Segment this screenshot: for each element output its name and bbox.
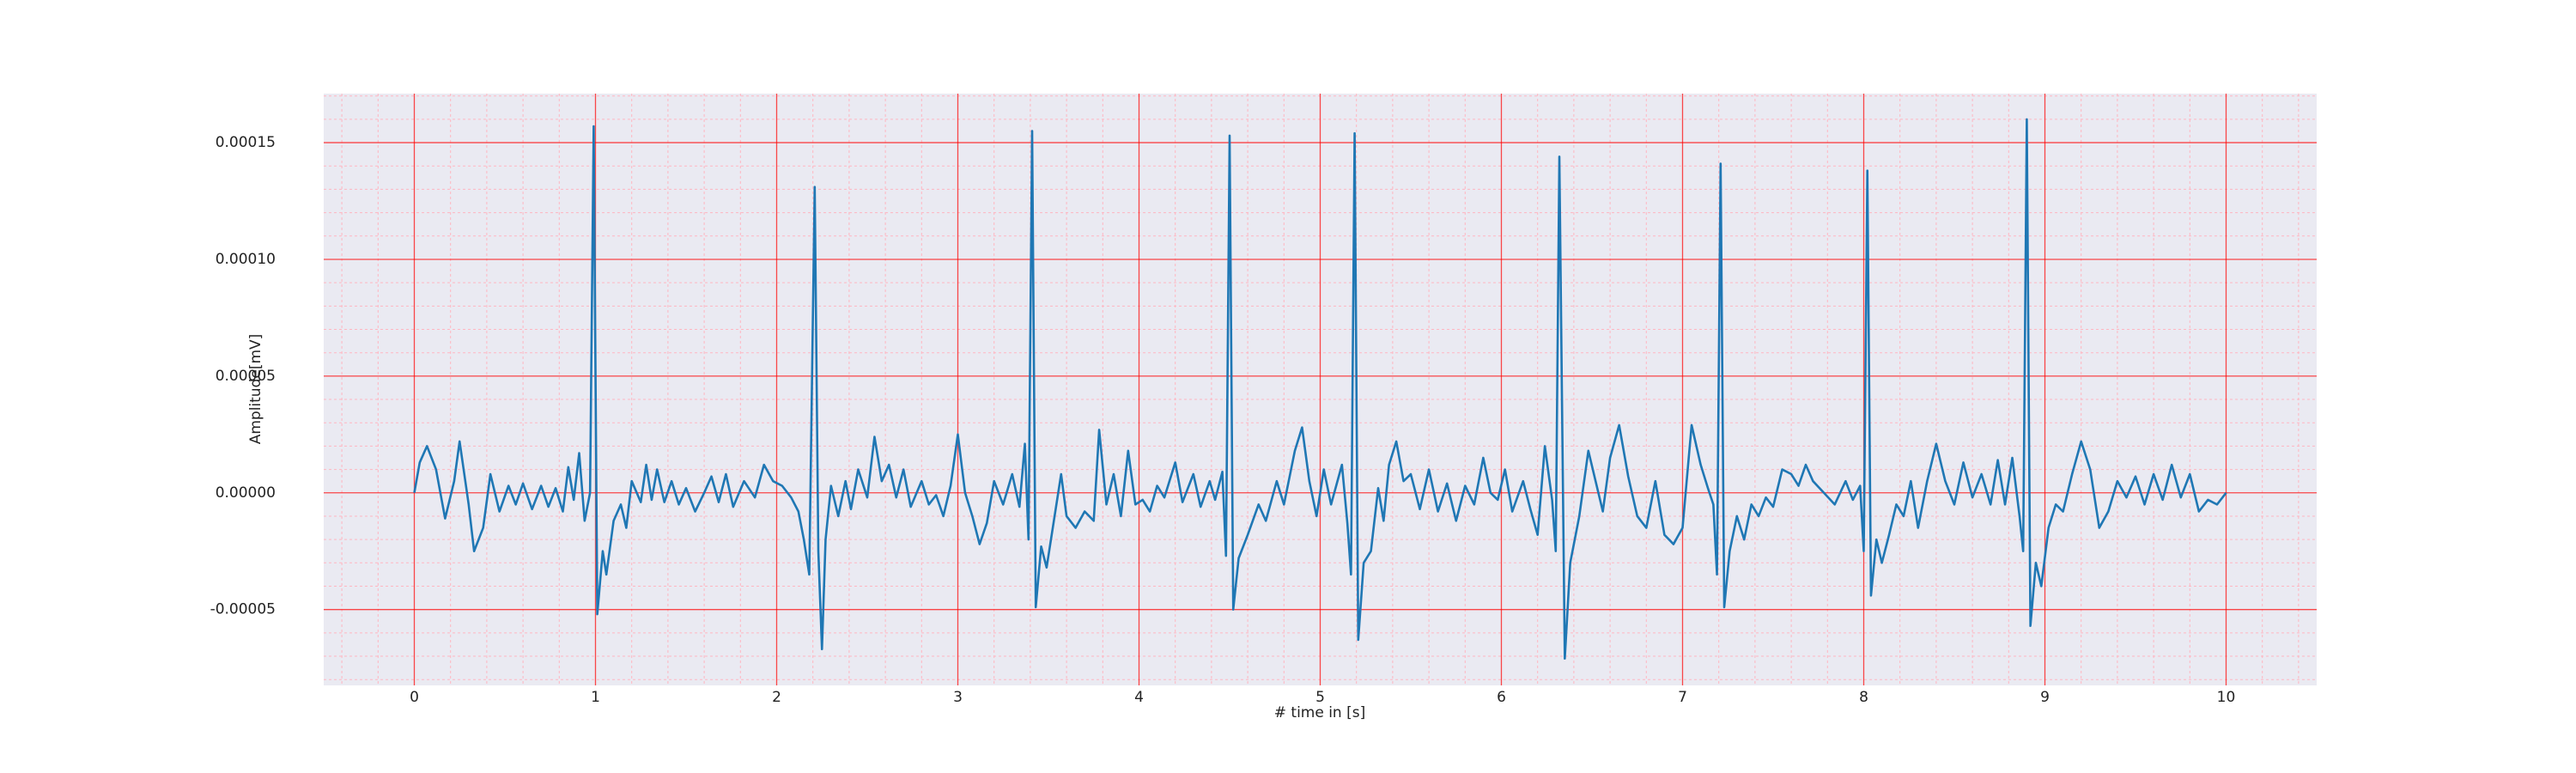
x-tick-label: 2 (772, 689, 781, 706)
y-axis-label: Amplitude[mV] (247, 334, 264, 445)
x-tick-label: 10 (2217, 689, 2236, 706)
x-tick-label: 5 (1315, 689, 1325, 706)
x-axis-label: # time in [s] (1274, 704, 1365, 721)
y-tick-label: -0.00005 (210, 601, 276, 618)
y-tick-label: 0.00015 (216, 134, 276, 151)
x-tick-label: 8 (1859, 689, 1868, 706)
x-tick-label: 7 (1678, 689, 1687, 706)
y-tick-label: 0.00010 (216, 251, 276, 268)
y-tick-label: 0.00000 (216, 484, 276, 502)
x-tick-label: 3 (953, 689, 963, 706)
x-tick-label: 4 (1134, 689, 1144, 706)
y-tick-label: 0.00005 (216, 368, 276, 385)
x-tick-label: 6 (1497, 689, 1506, 706)
x-tick-label: 0 (410, 689, 419, 706)
signal-line (413, 118, 2227, 660)
x-tick-label: 9 (2040, 689, 2050, 706)
x-tick-label: 1 (591, 689, 600, 706)
